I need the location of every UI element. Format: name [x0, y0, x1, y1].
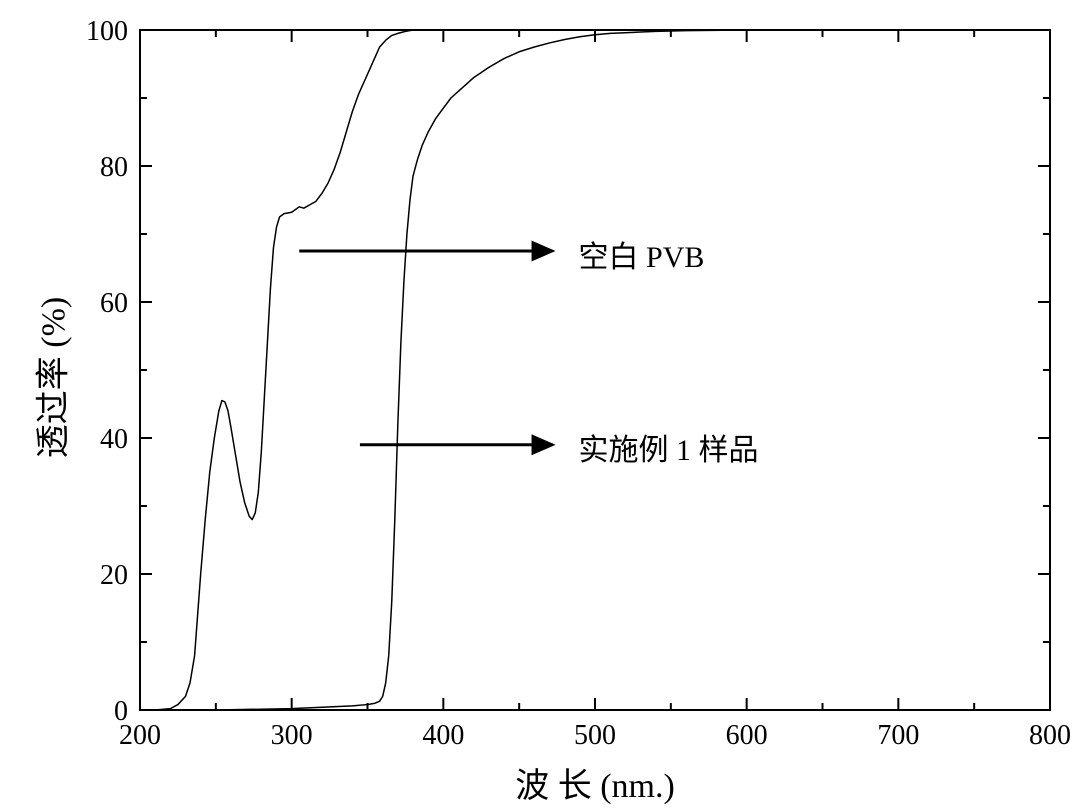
annotation-example1-sample: 实施例 1 样品	[579, 425, 759, 469]
svg-text:20: 20	[100, 560, 128, 591]
svg-text:0: 0	[114, 696, 128, 727]
svg-text:300: 300	[271, 720, 313, 751]
svg-text:80: 80	[100, 152, 128, 183]
svg-text:700: 700	[877, 720, 919, 751]
svg-text:400: 400	[422, 720, 464, 751]
svg-text:800: 800	[1029, 720, 1071, 751]
svg-text:600: 600	[726, 720, 768, 751]
chart-svg: 200300400500600700800020406080100	[0, 0, 1084, 811]
x-axis-label: 波 长 (nm.)	[140, 758, 1050, 807]
svg-text:100: 100	[86, 16, 128, 47]
y-axis-label: 透过率 (%)	[26, 278, 75, 478]
chart-container: 200300400500600700800020406080100 波 长 (n…	[0, 0, 1084, 811]
annotation-blank-pvb: 空白 PVB	[579, 232, 705, 276]
svg-text:40: 40	[100, 424, 128, 455]
svg-text:60: 60	[100, 288, 128, 319]
svg-text:500: 500	[574, 720, 616, 751]
